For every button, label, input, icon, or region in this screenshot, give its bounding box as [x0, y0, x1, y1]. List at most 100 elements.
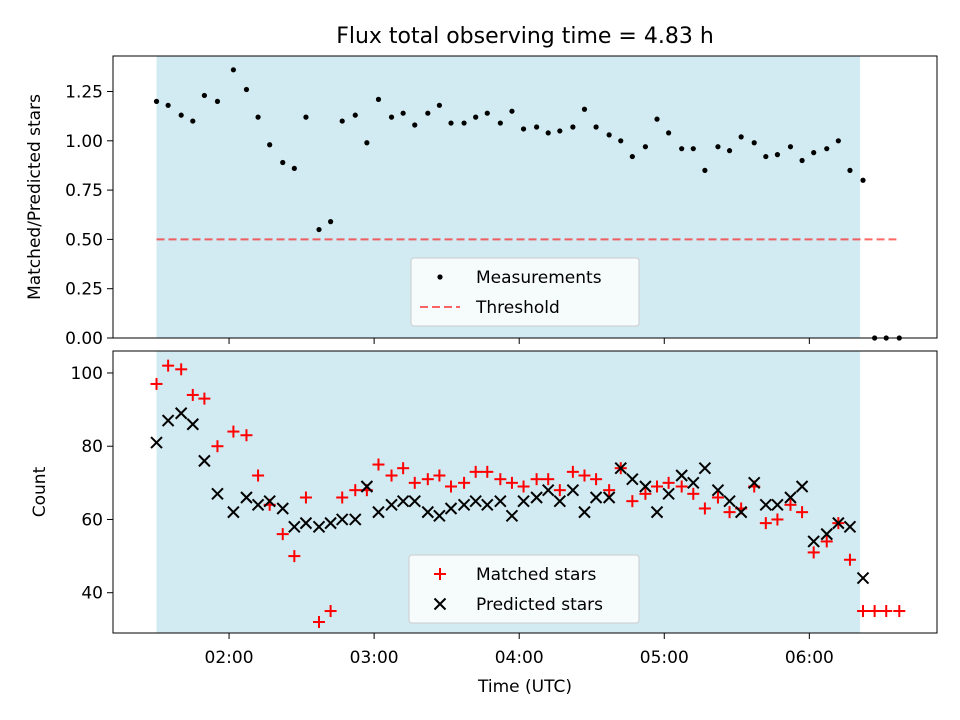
matched-star-point: [175, 363, 188, 376]
bottom-panel-marks: [150, 359, 906, 629]
bottom-legend: Matched stars Predicted stars: [408, 554, 640, 624]
measurement-point: [629, 153, 635, 160]
x-axis-label: Time (UTC): [477, 677, 572, 697]
predicted-star-point: [336, 513, 349, 526]
y-tick-label: 0.50: [65, 230, 103, 250]
predicted-star-point-b: [589, 491, 603, 504]
matched-star-point: [711, 491, 724, 504]
matched-star-point: [662, 476, 675, 489]
measurement-point: [811, 150, 817, 156]
measurement-point: [824, 146, 830, 152]
chart-title: Flux total observing time = 4.83 h: [336, 24, 714, 49]
matched-star-point: [162, 359, 175, 372]
predicted-star-point: [748, 476, 761, 490]
measurement-point: [461, 120, 467, 126]
matched-star-point: [759, 517, 772, 530]
predicted-star-point: [444, 502, 458, 515]
measurement-point: [339, 118, 345, 124]
y-tick-label: 60: [81, 510, 103, 530]
top-panel-frame: [112, 55, 938, 339]
measurement-point: [328, 219, 334, 225]
matched-star-point: [807, 546, 820, 559]
predicted-star-point-b: [759, 498, 773, 512]
predicted-star-point-b: [602, 491, 616, 504]
matched-star-point: [880, 605, 893, 618]
matched-star-point: [349, 484, 362, 497]
measurement-point: [316, 226, 322, 233]
y-tick-label: 1.00: [65, 132, 103, 152]
measurement-point: [774, 152, 781, 158]
predicted-star-point: [639, 480, 652, 493]
predicted-star-point: [433, 509, 446, 523]
legend-marker-measurements: [437, 274, 443, 280]
legend-plus: [434, 568, 446, 580]
measurement-point: [654, 116, 660, 122]
measurement-point: [280, 159, 286, 166]
legend-label-measurements: Measurements: [476, 268, 602, 288]
predicted-star-point: [820, 527, 833, 541]
predicted-star-point-b: [687, 476, 700, 490]
matched-star-point: [240, 429, 253, 442]
predicted-star-point: [312, 520, 326, 533]
measurement-point: [412, 122, 418, 128]
predicted-star-point-b: [832, 516, 845, 530]
measurement-point: [679, 146, 685, 152]
matched-star-point: [445, 480, 458, 493]
predicted-star-point: [517, 494, 530, 508]
matched-star-point: [276, 528, 289, 541]
matched-star-point: [494, 473, 507, 486]
predicted-star-point: [795, 480, 809, 493]
predicted-star-point-b: [517, 494, 530, 508]
y-tick-label: 80: [81, 437, 103, 457]
measurement-point: [509, 108, 515, 114]
matched-star-point: [481, 465, 494, 478]
measurement-point: [352, 112, 358, 118]
predicted-star-point-b: [186, 418, 199, 431]
predicted-star-point-b: [734, 505, 748, 519]
matched-star-point: [626, 495, 639, 508]
predicted-star-point-b: [408, 494, 421, 508]
measurement-point: [726, 148, 733, 154]
measurement-point: [497, 120, 503, 126]
predicted-star-point-b: [457, 498, 471, 512]
y-tick-label: 0.00: [65, 329, 103, 349]
matched-star-point: [288, 550, 301, 563]
predicted-star-point: [276, 502, 289, 515]
predicted-star-point-b: [349, 513, 362, 526]
top-y-axis-label: Matched/Predicted stars: [25, 94, 45, 300]
predicted-star-point-b: [211, 487, 224, 501]
predicted-star-point: [299, 516, 313, 530]
predicted-star-point-b: [711, 483, 725, 497]
matched-star-point: [639, 487, 652, 500]
measurement-point: [243, 86, 250, 93]
predicted-star-point: [578, 505, 591, 519]
measurement-point: [715, 144, 721, 150]
predicted-star-point-b: [433, 509, 446, 523]
predicted-star-point: [263, 494, 276, 508]
predicted-star-point: [734, 505, 748, 519]
predicted-star-point-b: [494, 494, 507, 508]
matched-star-point: [186, 388, 199, 401]
bottom-panel-frame: [112, 350, 938, 634]
predicted-star-point: [372, 505, 385, 519]
matched-star-point: [542, 473, 555, 486]
measurement-point: [787, 144, 794, 150]
measurement-point: [545, 130, 551, 136]
matched-star-point: [397, 462, 410, 475]
measurement-point: [702, 167, 708, 173]
predicted-star-point: [626, 472, 639, 486]
y-tick-label: 0.25: [65, 280, 103, 300]
measurement-point: [690, 146, 696, 152]
predicted-star-point: [542, 483, 555, 497]
predicted-star-point-b: [578, 505, 591, 519]
predicted-star-point: [771, 498, 784, 512]
measurement-point: [190, 118, 196, 124]
predicted-star-point-b: [542, 483, 555, 497]
x-tick-label: 05:00: [640, 648, 689, 668]
predicted-star-point: [843, 520, 857, 533]
predicted-star-point-b: [662, 487, 675, 501]
matched-star-point: [578, 469, 591, 482]
predicted-star-point: [469, 494, 482, 508]
matched-star-point: [651, 480, 664, 493]
predicted-star-point-b: [385, 498, 398, 512]
